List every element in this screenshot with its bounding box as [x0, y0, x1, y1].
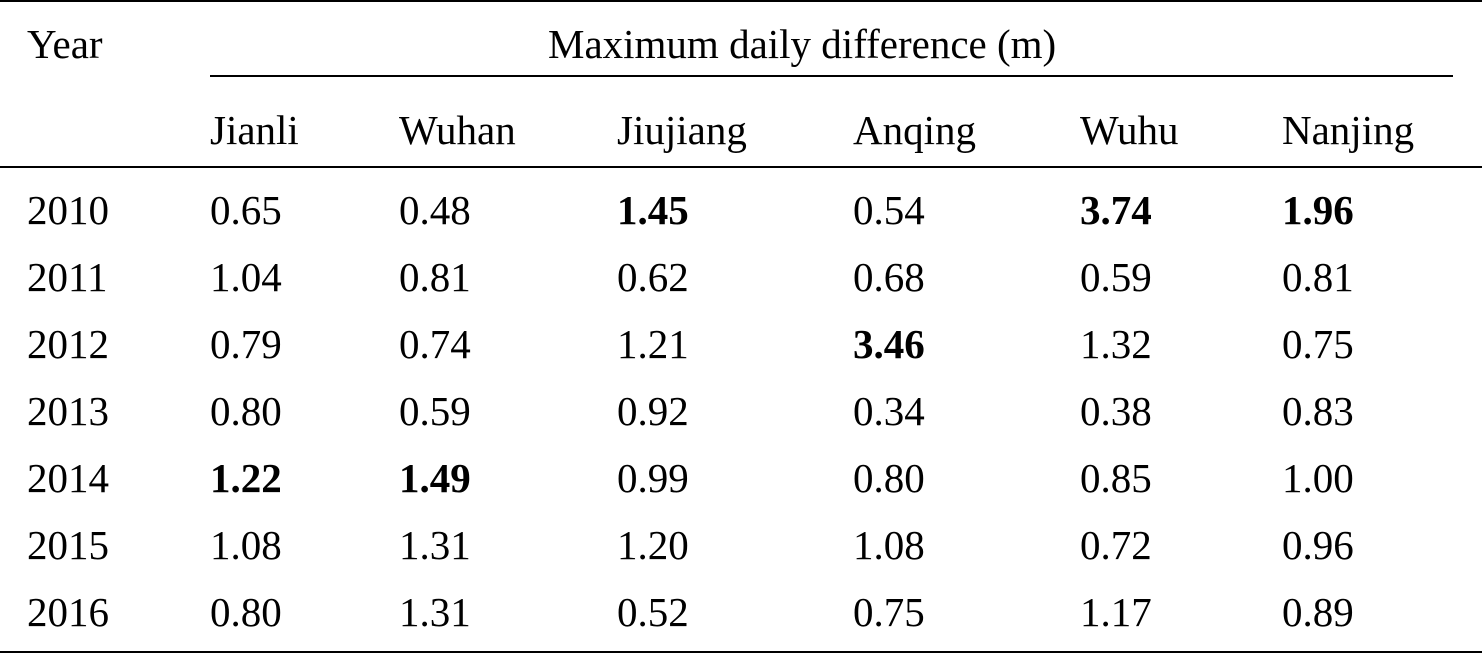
station-header-nanjing: Nanjing [1282, 107, 1415, 153]
value-cell-nanjing: 0.83 [1282, 388, 1354, 434]
station-header-jianli: Jianli [210, 107, 299, 153]
header-bottom-rule [0, 166, 1482, 168]
group-header-rule [210, 75, 1453, 77]
value-cell-wuhu: 3.74 [1080, 187, 1152, 233]
value-cell-wuhan: 0.48 [399, 187, 471, 233]
value-cell-jiujiang: 1.20 [617, 522, 689, 568]
station-header-anqing: Anqing [853, 107, 976, 153]
value-cell-anqing: 0.68 [853, 254, 925, 300]
row-year: 2010 [27, 187, 109, 233]
row-year: 2016 [27, 589, 109, 635]
value-cell-wuhan: 0.81 [399, 254, 471, 300]
station-header-wuhu: Wuhu [1080, 107, 1179, 153]
value-cell-anqing: 0.75 [853, 589, 925, 635]
station-header-jiujiang: Jiujiang [617, 107, 747, 153]
table-bottom-rule [0, 651, 1482, 653]
value-cell-jiujiang: 0.92 [617, 388, 689, 434]
value-cell-wuhan: 0.74 [399, 321, 471, 367]
station-header-wuhan: Wuhan [399, 107, 516, 153]
value-cell-jiujiang: 1.21 [617, 321, 689, 367]
value-cell-jiujiang: 0.52 [617, 589, 689, 635]
value-cell-jiujiang: 1.45 [617, 187, 689, 233]
row-year: 2011 [27, 254, 108, 300]
row-year: 2014 [27, 455, 109, 501]
value-cell-anqing: 0.54 [853, 187, 925, 233]
value-cell-jianli: 0.80 [210, 589, 282, 635]
value-cell-jianli: 0.80 [210, 388, 282, 434]
value-cell-nanjing: 1.00 [1282, 455, 1354, 501]
year-column-header: Year [27, 21, 103, 67]
value-cell-jianli: 1.04 [210, 254, 282, 300]
value-cell-wuhan: 0.59 [399, 388, 471, 434]
value-cell-wuhu: 0.59 [1080, 254, 1152, 300]
row-year: 2013 [27, 388, 109, 434]
value-cell-wuhu: 0.72 [1080, 522, 1152, 568]
value-cell-anqing: 3.46 [853, 321, 925, 367]
value-cell-nanjing: 1.96 [1282, 187, 1354, 233]
value-cell-jianli: 0.65 [210, 187, 282, 233]
value-cell-wuhan: 1.31 [399, 589, 471, 635]
value-cell-wuhu: 0.85 [1080, 455, 1152, 501]
table-top-rule [0, 0, 1482, 2]
value-cell-wuhan: 1.31 [399, 522, 471, 568]
value-cell-jianli: 1.08 [210, 522, 282, 568]
value-cell-jiujiang: 0.62 [617, 254, 689, 300]
value-cell-nanjing: 0.75 [1282, 321, 1354, 367]
value-cell-wuhan: 1.49 [399, 455, 471, 501]
value-cell-nanjing: 0.89 [1282, 589, 1354, 635]
row-year: 2015 [27, 522, 109, 568]
row-year: 2012 [27, 321, 109, 367]
value-cell-anqing: 0.80 [853, 455, 925, 501]
value-cell-jianli: 1.22 [210, 455, 282, 501]
value-cell-nanjing: 0.81 [1282, 254, 1354, 300]
group-column-header: Maximum daily difference (m) [548, 21, 1057, 67]
value-cell-wuhu: 1.32 [1080, 321, 1152, 367]
value-cell-wuhu: 0.38 [1080, 388, 1152, 434]
value-cell-anqing: 0.34 [853, 388, 925, 434]
value-cell-nanjing: 0.96 [1282, 522, 1354, 568]
value-cell-jianli: 0.79 [210, 321, 282, 367]
value-cell-jiujiang: 0.99 [617, 455, 689, 501]
value-cell-wuhu: 1.17 [1080, 589, 1152, 635]
value-cell-anqing: 1.08 [853, 522, 925, 568]
